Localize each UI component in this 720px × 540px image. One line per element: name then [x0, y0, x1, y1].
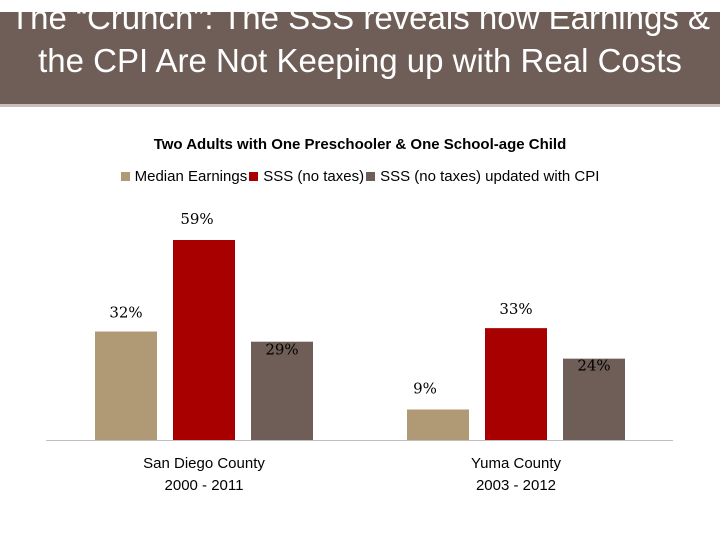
data-label-2-series-1: 9%: [413, 379, 437, 397]
bar-2-series-3: [563, 358, 625, 440]
data-label-2-series-2: 33%: [499, 300, 532, 318]
data-label-2-series-3: 24%: [577, 357, 610, 375]
title-banner: The “Crunch”: The SSS reveals how Earnin…: [0, 12, 720, 104]
data-label-1-series-1: 32%: [109, 304, 142, 322]
data-label-1-series-2: 59%: [180, 210, 213, 228]
legend-swatch-sss: [249, 172, 259, 181]
chart-legend: Median Earnings SSS (no taxes) SSS (no t…: [0, 168, 720, 185]
x-tick-label-1-line-1: San Diego County: [143, 455, 265, 472]
legend-item-sss-cpi: SSS (no taxes) updated with CPI: [366, 168, 599, 185]
legend-swatch-sss-cpi: [366, 172, 376, 181]
legend-label-median-earnings: Median Earnings: [134, 168, 248, 185]
legend-swatch-median-earnings: [120, 172, 130, 181]
bar-2-series-1: [407, 409, 469, 440]
chart-title: Two Adults with One Preschooler & One Sc…: [153, 136, 567, 153]
x-tick-label-2-line-1: Yuma County: [471, 455, 562, 472]
bar-1-series-1: [95, 331, 157, 440]
legend-item-median-earnings: Median Earnings: [120, 168, 248, 185]
slide-title: The “Crunch”: The SSS reveals how Earnin…: [9, 12, 711, 79]
data-label-1-series-3: 29%: [265, 341, 298, 359]
bar-1-series-3: [251, 341, 313, 440]
x-tick-label-2-line-2: 2003 - 2012: [476, 477, 556, 494]
x-tick-label-1-line-2: 2000 - 2011: [165, 477, 244, 494]
legend-item-sss: SSS (no taxes): [249, 168, 364, 185]
title-divider: [0, 104, 720, 107]
legend-label-sss-cpi: SSS (no taxes) updated with CPI: [380, 168, 600, 185]
bar-1-series-2: [173, 240, 235, 440]
bar-2-series-2: [485, 328, 547, 440]
legend-label-sss: SSS (no taxes): [263, 168, 365, 185]
